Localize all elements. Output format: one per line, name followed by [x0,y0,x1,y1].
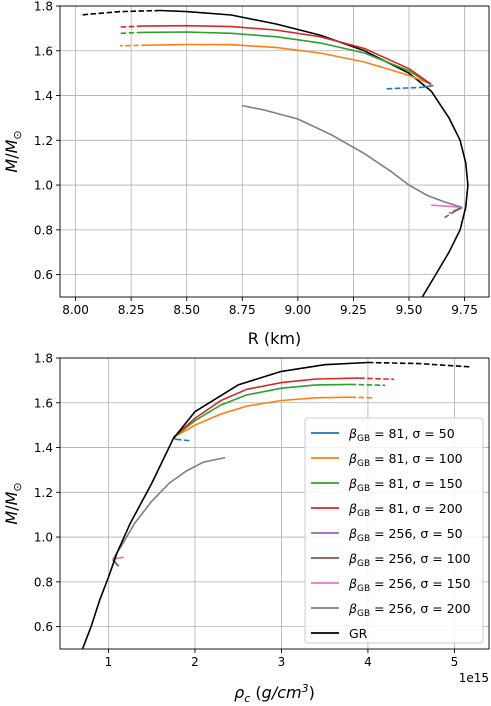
x-tick-label: 5 [451,655,459,669]
y-axis-label: M/M⊙ [2,482,24,524]
series-group [79,9,469,297]
y-tick-label: 1.8 [34,0,53,14]
series-line-b81s50 [422,84,434,89]
series-dashed-gr [367,361,472,368]
series-line-b256s150 [431,204,463,209]
series-group [81,361,472,649]
series-dashed-b81s100 [350,396,373,399]
series-line-b81s100 [172,396,351,439]
series-dashed-b81s50 [386,86,423,90]
x-tick-label: 4 [364,655,372,669]
axes-frame [59,357,490,650]
series-dashed-b256s100 [444,210,457,219]
x-tick-label: 1 [105,655,113,669]
x-tick-label: 9.25 [340,303,367,317]
y-tick-label: 1.2 [34,486,53,500]
y-tick-label: 1.6 [34,44,53,58]
y-tick-label: 1.8 [34,352,53,366]
series-line-b81s150 [172,383,351,439]
chart-panel-1: 8.00 8.25 8.50 8.75 9.00 9.25 9.50 9.75 0.6 0.8 1.… [2,0,490,348]
y-tick-label: 1.4 [34,441,53,455]
x-tick-label: 8.00 [62,303,89,317]
series-dashed-b81s50 [175,438,191,442]
series-dashed-b81s200 [359,377,394,381]
x-tick-label: 8.75 [229,303,256,317]
series-dashed-b81s150 [119,31,143,35]
legend-label-b256s100: βGB = 256, σ = 100 [348,551,471,569]
legend-label-b256s200: βGB = 256, σ = 200 [348,601,471,619]
x-tick-label: 8.25 [118,303,145,317]
y-axis-label: M/M⊙ [2,130,24,172]
series-line-gr [81,361,368,649]
series-line-b256s200 [112,456,226,560]
legend: βGB = 81, σ = 50 βGB = 81, σ = 100 βGB = 8… [304,417,484,644]
x-axis-label: ρc (g/cm3) [234,682,315,705]
legend-label-gr: GR [349,626,368,641]
y-tick-label: 0.8 [34,575,53,589]
y-tick-label: 1.2 [34,134,53,148]
x-tick-label: 9.75 [451,303,478,317]
legend-box [304,417,484,644]
series-dashed-b81s150 [350,383,386,387]
legend-label-b256s50: βGB = 256, σ = 50 [348,526,463,544]
y-tick-label: 0.6 [34,268,53,282]
axes-frame [59,5,490,298]
series-dashed-b81s200 [119,25,143,28]
grid [60,5,489,297]
series-line-b81s100 [146,43,432,86]
series-dashed-b256s100 [114,562,120,567]
x-tick-label: 8.50 [173,303,200,317]
series-line-b81s150 [142,31,432,85]
chart-panel-2: 1 2 3 4 5 0.6 0.8 1.0 1.2 1.4 1.6 1.8 ρc (g/cm3) M/M⊙… [2,352,490,705]
series-line-b81s200 [142,24,432,85]
x-tick-label: 9.00 [284,303,311,317]
series-dashed-gr [79,9,161,16]
legend-label-b81s50: βGB = 81, σ = 50 [348,426,455,444]
y-tick-label: 0.6 [34,620,53,634]
y-tick-label: 1.0 [34,179,53,193]
legend-label-b81s150: βGB = 81, σ = 150 [348,476,463,494]
y-tick-label: 1.6 [34,396,53,410]
legend-label-b81s100: βGB = 81, σ = 100 [348,451,463,469]
x-axis-label: R (km) [248,329,302,348]
y-tick-label: 1.0 [34,531,53,545]
x-tick-label: 3 [278,655,286,669]
legend-label-b256s150: βGB = 256, σ = 150 [348,576,471,594]
y-tick-label: 1.4 [34,89,53,103]
legend-label-b81s200: βGB = 81, σ = 200 [348,501,463,519]
x-tick-label: 9.50 [396,303,423,317]
x-offset-text: 1e15 [459,671,489,685]
x-tick-label: 2 [191,655,199,669]
series-dashed-b81s100 [119,44,147,47]
series-line-b256s200 [242,104,463,209]
y-tick-label: 0.8 [34,223,53,237]
series-line-b81s200 [172,377,360,439]
series-line-gr [159,9,469,297]
